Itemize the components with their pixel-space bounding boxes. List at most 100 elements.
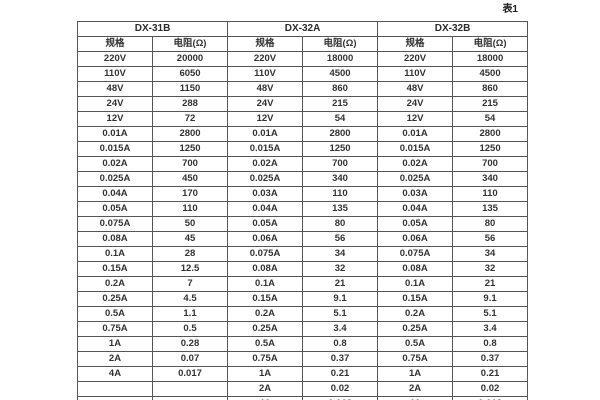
- spec-cell: 48V: [377, 81, 454, 97]
- resistance-cell: 0.28: [151, 336, 229, 352]
- resistance-cell: 6050: [151, 66, 229, 82]
- resistance-cell: 72: [151, 111, 229, 127]
- resistance-cell: 0.018: [302, 396, 379, 400]
- group-header-row: DX-31B DX-32A DX-32B: [76, 21, 529, 37]
- spec-cell: 0.05A: [227, 216, 304, 232]
- spec-cell: 0.25A: [227, 321, 304, 337]
- spec-cell: 0.1A: [227, 276, 304, 292]
- resistance-cell: 1250: [302, 141, 379, 157]
- resistance-cell: 9.1: [302, 291, 379, 307]
- resistance-cell: 54: [452, 111, 529, 127]
- group-header-dx31b: DX-31B: [76, 21, 229, 37]
- spec-cell: 0.75A: [377, 351, 454, 367]
- resistance-cell: 215: [302, 96, 379, 112]
- spec-cell: 24V: [377, 96, 454, 112]
- spec-cell: 0.1A: [377, 276, 454, 292]
- table-header: DX-31B DX-32A DX-32B 规格 电阻(Ω) 规格 电阻(Ω) 规…: [76, 21, 529, 52]
- spec-cell: 0.025A: [77, 171, 153, 187]
- spec-cell: 0.75A: [227, 351, 304, 367]
- table-row: 0.75A 0.5 0.25A 3.4 0.25A 3.4: [77, 321, 529, 337]
- resistance-cell: 4500: [302, 66, 379, 82]
- resistance-cell: 21: [452, 276, 529, 292]
- spec-cell: 0.75A: [77, 321, 153, 337]
- resistance-cell: 3.4: [452, 321, 529, 337]
- resistance-cell: 135: [302, 201, 379, 217]
- table-row: 0.5A 1.1 0.2A 5.1 0.2A 5.1: [77, 306, 529, 322]
- spec-cell: 0.03A: [227, 186, 304, 202]
- spec-cell: 4A: [227, 396, 304, 400]
- table-row: 0.05A 110 0.04A 135 0.04A 135: [77, 201, 529, 217]
- table-row: 0.025A 450 0.025A 340 0.025A 340: [77, 171, 529, 187]
- resistance-cell: 0.21: [452, 366, 529, 382]
- resistance-cell: 0.21: [302, 366, 379, 382]
- spec-cell: 0.25A: [77, 291, 153, 307]
- spec-cell: 0.03A: [377, 186, 454, 202]
- resistance-cell: 80: [452, 216, 529, 232]
- col-header-spec: 规格: [77, 36, 153, 52]
- table-row: 4A0.0184A0.018: [77, 396, 529, 400]
- resistance-cell: 700: [452, 156, 529, 172]
- spec-cell: 2A: [227, 381, 304, 397]
- spec-cell: 0.02A: [377, 156, 454, 172]
- resistance-cell: 32: [452, 261, 529, 277]
- resistance-cell: 700: [302, 156, 379, 172]
- resistance-cell: 0.018: [452, 396, 529, 400]
- resistance-cell: 18000: [302, 51, 379, 67]
- resistance-cell: 0.37: [302, 351, 379, 367]
- spec-cell: 0.02A: [227, 156, 304, 172]
- resistance-cell: 54: [302, 111, 379, 127]
- spec-cell: 1A: [227, 366, 304, 382]
- spec-cell: 110V: [377, 66, 454, 82]
- table-row: 24V 288 24V 215 24V 215: [77, 96, 529, 112]
- resistance-cell: 1150: [151, 81, 229, 97]
- spec-cell: 0.5A: [377, 336, 454, 352]
- resistance-cell: 7: [151, 276, 229, 292]
- spec-cell: 48V: [77, 81, 153, 97]
- resistance-cell: 0.37: [452, 351, 529, 367]
- spec-cell: 110V: [227, 66, 304, 82]
- spec-cell: 0.5A: [77, 306, 153, 322]
- resistance-cell: 9.1: [452, 291, 529, 307]
- resistance-cell: 860: [302, 81, 379, 97]
- spec-cell: 0.05A: [77, 201, 153, 217]
- spec-cell: 24V: [227, 96, 304, 112]
- resistance-cell: 0.02: [302, 381, 379, 397]
- resistance-cell: 5.1: [452, 306, 529, 322]
- spec-cell: 0.02A: [77, 156, 153, 172]
- resistance-cell: 12.5: [151, 261, 229, 277]
- resistance-cell: 860: [452, 81, 529, 97]
- spec-cell: 24V: [77, 96, 153, 112]
- spec-cell: 0.08A: [227, 261, 304, 277]
- spec-cell: 0.1A: [77, 246, 153, 262]
- spec-cell: 0.08A: [377, 261, 454, 277]
- resistance-cell: 1250: [151, 141, 229, 157]
- spec-cell: [77, 381, 153, 397]
- spec-cell: 0.075A: [377, 246, 454, 262]
- resistance-cell: 18000: [452, 51, 529, 67]
- resistance-cell: 56: [302, 231, 379, 247]
- spec-cell: 0.01A: [77, 126, 153, 142]
- column-header-row: 规格 电阻(Ω) 规格 电阻(Ω) 规格 电阻(Ω): [77, 36, 529, 52]
- spec-cell: 0.015A: [77, 141, 153, 157]
- spec-cell: 2A: [377, 381, 454, 397]
- col-header-spec: 规格: [377, 36, 454, 52]
- table-row: 4A 0.017 1A 0.21 1A 0.21: [77, 366, 529, 382]
- table-caption: 表1: [502, 4, 518, 15]
- spec-cell: 0.01A: [227, 126, 304, 142]
- resistance-cell: 215: [452, 96, 529, 112]
- table-row: 2A 0.02 2A 0.02: [77, 381, 529, 397]
- spec-cell: 220V: [77, 51, 153, 67]
- table-row: 0.015A 1250 0.015A 1250 0.015A 1250: [77, 141, 529, 157]
- resistance-cell: 20000: [151, 51, 229, 67]
- table-row: 110V 6050 110V 4500 110V 4500: [77, 66, 529, 82]
- table-row: 0.2A 7 0.1A 21 0.1A 21: [77, 276, 529, 292]
- spec-cell: 0.2A: [377, 306, 454, 322]
- resistance-cell: 110: [452, 186, 529, 202]
- table-row: 0.25A 4.5 0.15A 9.1 0.15A 9.1: [77, 291, 529, 307]
- table-row: 0.01A 2800 0.01A 2800 0.01A 2800: [77, 126, 529, 142]
- resistance-cell: 0.8: [302, 336, 379, 352]
- resistance-cell: 21: [302, 276, 379, 292]
- resistance-cell: 2800: [302, 126, 379, 142]
- resistance-cell: 34: [452, 246, 529, 262]
